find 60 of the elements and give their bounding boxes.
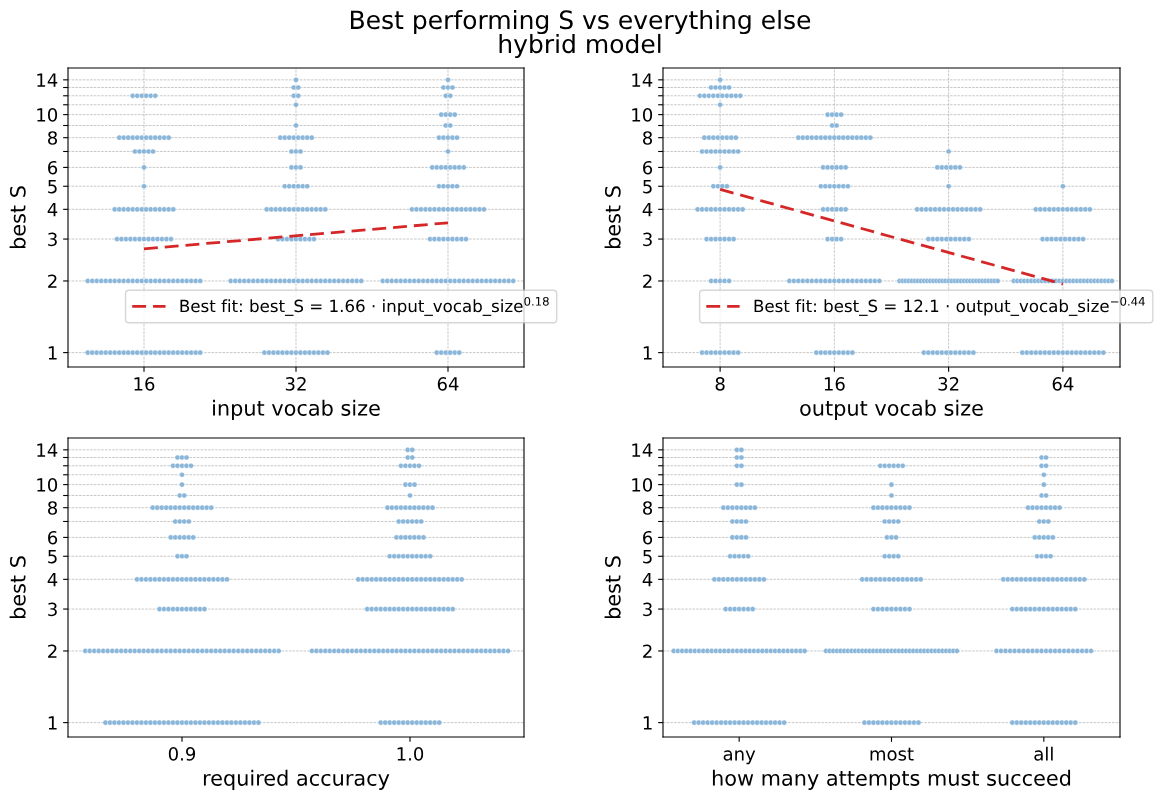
y-tick-label: 8 xyxy=(643,501,653,515)
y-tick-label: 5 xyxy=(643,549,652,564)
y-axis-title: best S xyxy=(9,186,26,249)
y-tick-label: 3 xyxy=(643,232,652,247)
y-tick-label: 3 xyxy=(48,602,57,617)
y-tick-label: 10 xyxy=(632,108,653,122)
y-tick-label: 14 xyxy=(632,443,653,457)
x-tick-label: most xyxy=(870,747,914,761)
y-tick-label: 6 xyxy=(643,530,653,545)
y-tick-label: 2 xyxy=(48,644,57,658)
y-axis-title: best S xyxy=(9,556,26,619)
y-tick-label: 14 xyxy=(37,73,58,87)
x-tick-label: 16 xyxy=(134,377,155,391)
x-axis-title: input vocab size xyxy=(213,399,380,420)
y-tick-label: 14 xyxy=(37,443,58,457)
y-tick-label: 2 xyxy=(48,274,57,288)
x-tick-label: 8 xyxy=(715,377,725,391)
y-tick-label: 1 xyxy=(643,346,652,360)
legend-label: Best fit: best_S = 12.1 · output_vocab_size$^{−0.44}$ xyxy=(754,296,1145,316)
y-tick-label: 4 xyxy=(47,203,58,217)
y-tick-label: 10 xyxy=(37,108,58,122)
y-tick-label: 6 xyxy=(48,530,58,545)
y-tick-label: 2 xyxy=(643,644,652,658)
y-tick-label: 4 xyxy=(642,573,653,587)
y-tick-label: 5 xyxy=(48,179,57,194)
legend-label: Best fit: best_S = 1.66 · input_vocab_size$^{0.18}$ xyxy=(180,296,549,316)
y-tick-label: 5 xyxy=(643,179,652,194)
x-tick-label: 64 xyxy=(437,377,459,391)
text: Best performing S vs everything else xyxy=(350,9,811,35)
y-tick-label: 6 xyxy=(48,160,58,175)
x-tick-label: 16 xyxy=(824,377,845,391)
y-tick-label: 8 xyxy=(48,131,58,145)
text: hybrid model xyxy=(499,33,661,59)
y-tick-label: 8 xyxy=(48,501,58,515)
x-axis-title: required accuracy xyxy=(203,769,390,790)
x-tick-label: 1.0 xyxy=(397,747,424,761)
y-tick-label: 8 xyxy=(643,131,653,145)
x-axis-title: output vocab size xyxy=(800,399,983,420)
x-tick-label: 0.9 xyxy=(168,747,196,761)
y-tick-label: 1 xyxy=(48,716,57,730)
y-axis-title: best S xyxy=(604,186,621,249)
y-tick-label: 1 xyxy=(643,716,652,730)
y-tick-label: 4 xyxy=(642,203,653,217)
y-tick-label: 1 xyxy=(48,346,57,360)
y-tick-label: 5 xyxy=(48,549,57,564)
x-tick-label: any xyxy=(723,750,756,765)
x-axis-title: how many attempts must succeed xyxy=(712,769,1071,790)
y-tick-label: 2 xyxy=(643,274,652,288)
x-tick-label: 32 xyxy=(938,377,959,391)
y-tick-label: 3 xyxy=(48,232,57,247)
y-tick-label: 10 xyxy=(632,478,653,492)
y-tick-label: 4 xyxy=(47,573,58,587)
x-tick-label: all xyxy=(1034,746,1053,761)
y-axis-title: best S xyxy=(604,556,621,619)
y-tick-label: 6 xyxy=(643,160,653,175)
x-tick-label: 32 xyxy=(285,377,306,391)
x-tick-label: 64 xyxy=(1052,377,1074,391)
y-tick-label: 3 xyxy=(643,602,652,617)
y-tick-label: 10 xyxy=(37,478,58,492)
y-tick-label: 14 xyxy=(632,73,653,87)
